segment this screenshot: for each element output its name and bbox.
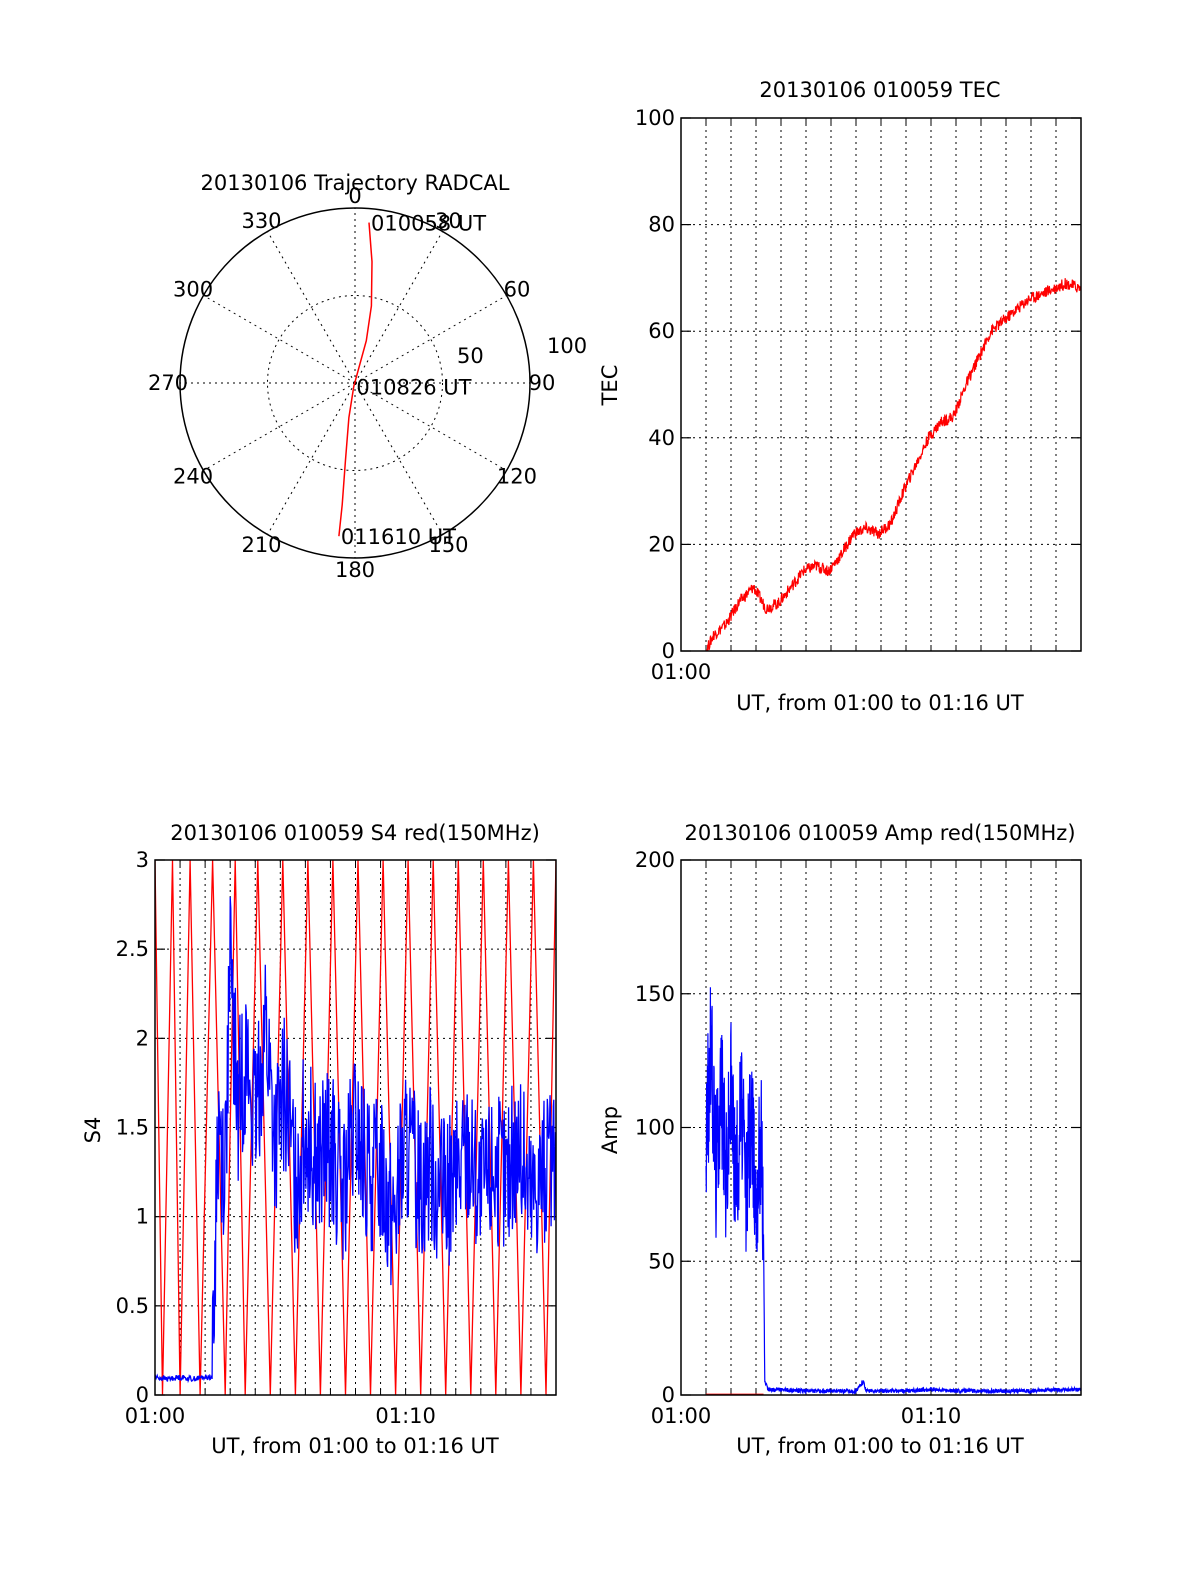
amp-plot-area xyxy=(705,987,1081,1395)
amp-ylabel: Amp xyxy=(598,1106,622,1154)
polar-azimuth-label: 300 xyxy=(173,278,213,302)
polar-spoke xyxy=(354,382,507,471)
amp-ytick-label: 100 xyxy=(635,1116,675,1140)
polar-annotation-mid: 010826 UT xyxy=(356,375,471,399)
polar-panel: 20130106 Trajectory RADCAL 0 30 60 90 120 150… xyxy=(148,171,587,582)
s4-xlabel: UT, from 01:00 to 01:16 UT xyxy=(211,1434,499,1458)
polar-spoke xyxy=(267,231,356,384)
amp-ytick-label: 50 xyxy=(648,1249,675,1273)
polar-azimuth-label: 240 xyxy=(173,465,213,489)
amp-axes-frame xyxy=(680,859,1082,1396)
amp-ytick-label: 150 xyxy=(635,982,675,1006)
tec-ytick-label: 100 xyxy=(635,106,675,130)
s4-plot-area xyxy=(155,860,556,1395)
polar-radial-label-100: 100 xyxy=(547,334,587,358)
amp-panel: 20130106 010059 Amp red(150MHz) UT, from… xyxy=(598,821,1082,1458)
tec-plot-area xyxy=(705,278,1081,651)
tec-series-1-line xyxy=(705,278,1081,651)
polar-annotation-end: 011610 UT xyxy=(341,525,456,549)
polar-spoke xyxy=(203,295,356,384)
s4-ytick-label: 0.5 xyxy=(116,1294,149,1318)
s4-ylabel: S4 xyxy=(81,1117,105,1144)
amp-ytick-label: 200 xyxy=(635,848,675,872)
polar-azimuth-label: 30 xyxy=(435,209,462,233)
amp-ytick-label: 0 xyxy=(662,1383,675,1407)
polar-spoke xyxy=(354,231,443,384)
polar-spoke xyxy=(267,382,356,535)
s4-axes-frame xyxy=(154,859,557,1396)
polar-grid xyxy=(179,207,531,559)
polar-spoke xyxy=(203,382,356,471)
polar-title: 20130106 Trajectory RADCAL xyxy=(201,171,510,195)
s4-title: 20130106 010059 S4 red(150MHz) xyxy=(170,821,540,845)
polar-azimuth-label: 90 xyxy=(529,371,556,395)
polar-trajectory-line xyxy=(338,222,373,537)
polar-azimuth-label: 120 xyxy=(497,465,537,489)
s4-ytick-label: 2 xyxy=(136,1026,149,1050)
s4-xtick-label: 01:00 xyxy=(125,1404,186,1428)
s4-ytick-label: 1 xyxy=(136,1205,149,1229)
polar-azimuth-label: 150 xyxy=(428,533,468,557)
amp-title: 20130106 010059 Amp red(150MHz) xyxy=(684,821,1075,845)
amp-xlabel: UT, from 01:00 to 01:16 UT xyxy=(736,1434,1024,1458)
amp-xtick-label: 01:10 xyxy=(901,1404,962,1428)
amp-xtick-label: 01:00 xyxy=(651,1404,712,1428)
polar-azimuth-label: 0 xyxy=(348,184,361,208)
polar-azimuth-labels: 0 30 60 90 120 150 180 210 240 270 300 330 xyxy=(148,184,555,582)
polar-azimuth-label: 330 xyxy=(241,209,281,233)
polar-spoke xyxy=(354,295,507,384)
polar-annotation-start: 010058 UT xyxy=(371,212,486,236)
polar-radial-label-50: 50 xyxy=(457,344,484,368)
tec-ytick-label: 40 xyxy=(648,426,675,450)
s4-ytick-label: 0 xyxy=(136,1383,149,1407)
s4-series-1-line xyxy=(155,860,556,1395)
tec-xtick-label: 01:00 xyxy=(651,660,712,684)
tec-ytick-label: 60 xyxy=(648,319,675,343)
s4-panel: 20130106 010059 S4 red(150MHz) UT, from … xyxy=(81,821,557,1458)
amp-series-1-line xyxy=(705,987,1081,1395)
polar-azimuth-label: 60 xyxy=(504,278,531,302)
s4-ytick-label: 2.5 xyxy=(116,937,149,961)
tec-ylabel: TEC xyxy=(598,365,622,407)
s4-ytick-label: 3 xyxy=(136,848,149,872)
s4-series-2-line xyxy=(155,897,556,1384)
tec-xlabel: UT, from 01:00 to 01:16 UT xyxy=(736,691,1024,715)
polar-azimuth-label: 210 xyxy=(241,533,281,557)
s4-ytick-label: 1.5 xyxy=(116,1116,149,1140)
polar-spoke xyxy=(354,382,443,535)
tec-ytick-label: 0 xyxy=(662,639,675,663)
tec-ytick-label: 80 xyxy=(648,213,675,237)
polar-azimuth-label: 270 xyxy=(148,371,188,395)
tec-title: 20130106 010059 TEC xyxy=(759,78,1000,102)
tec-ytick-label: 20 xyxy=(648,532,675,556)
tec-axes-frame xyxy=(680,117,1082,652)
polar-inner-circle xyxy=(267,295,443,471)
s4-xtick-label: 01:10 xyxy=(375,1404,436,1428)
tec-panel: 20130106 010059 TEC UT, from 01:00 to 01… xyxy=(598,78,1082,715)
polar-azimuth-label: 180 xyxy=(335,558,375,582)
